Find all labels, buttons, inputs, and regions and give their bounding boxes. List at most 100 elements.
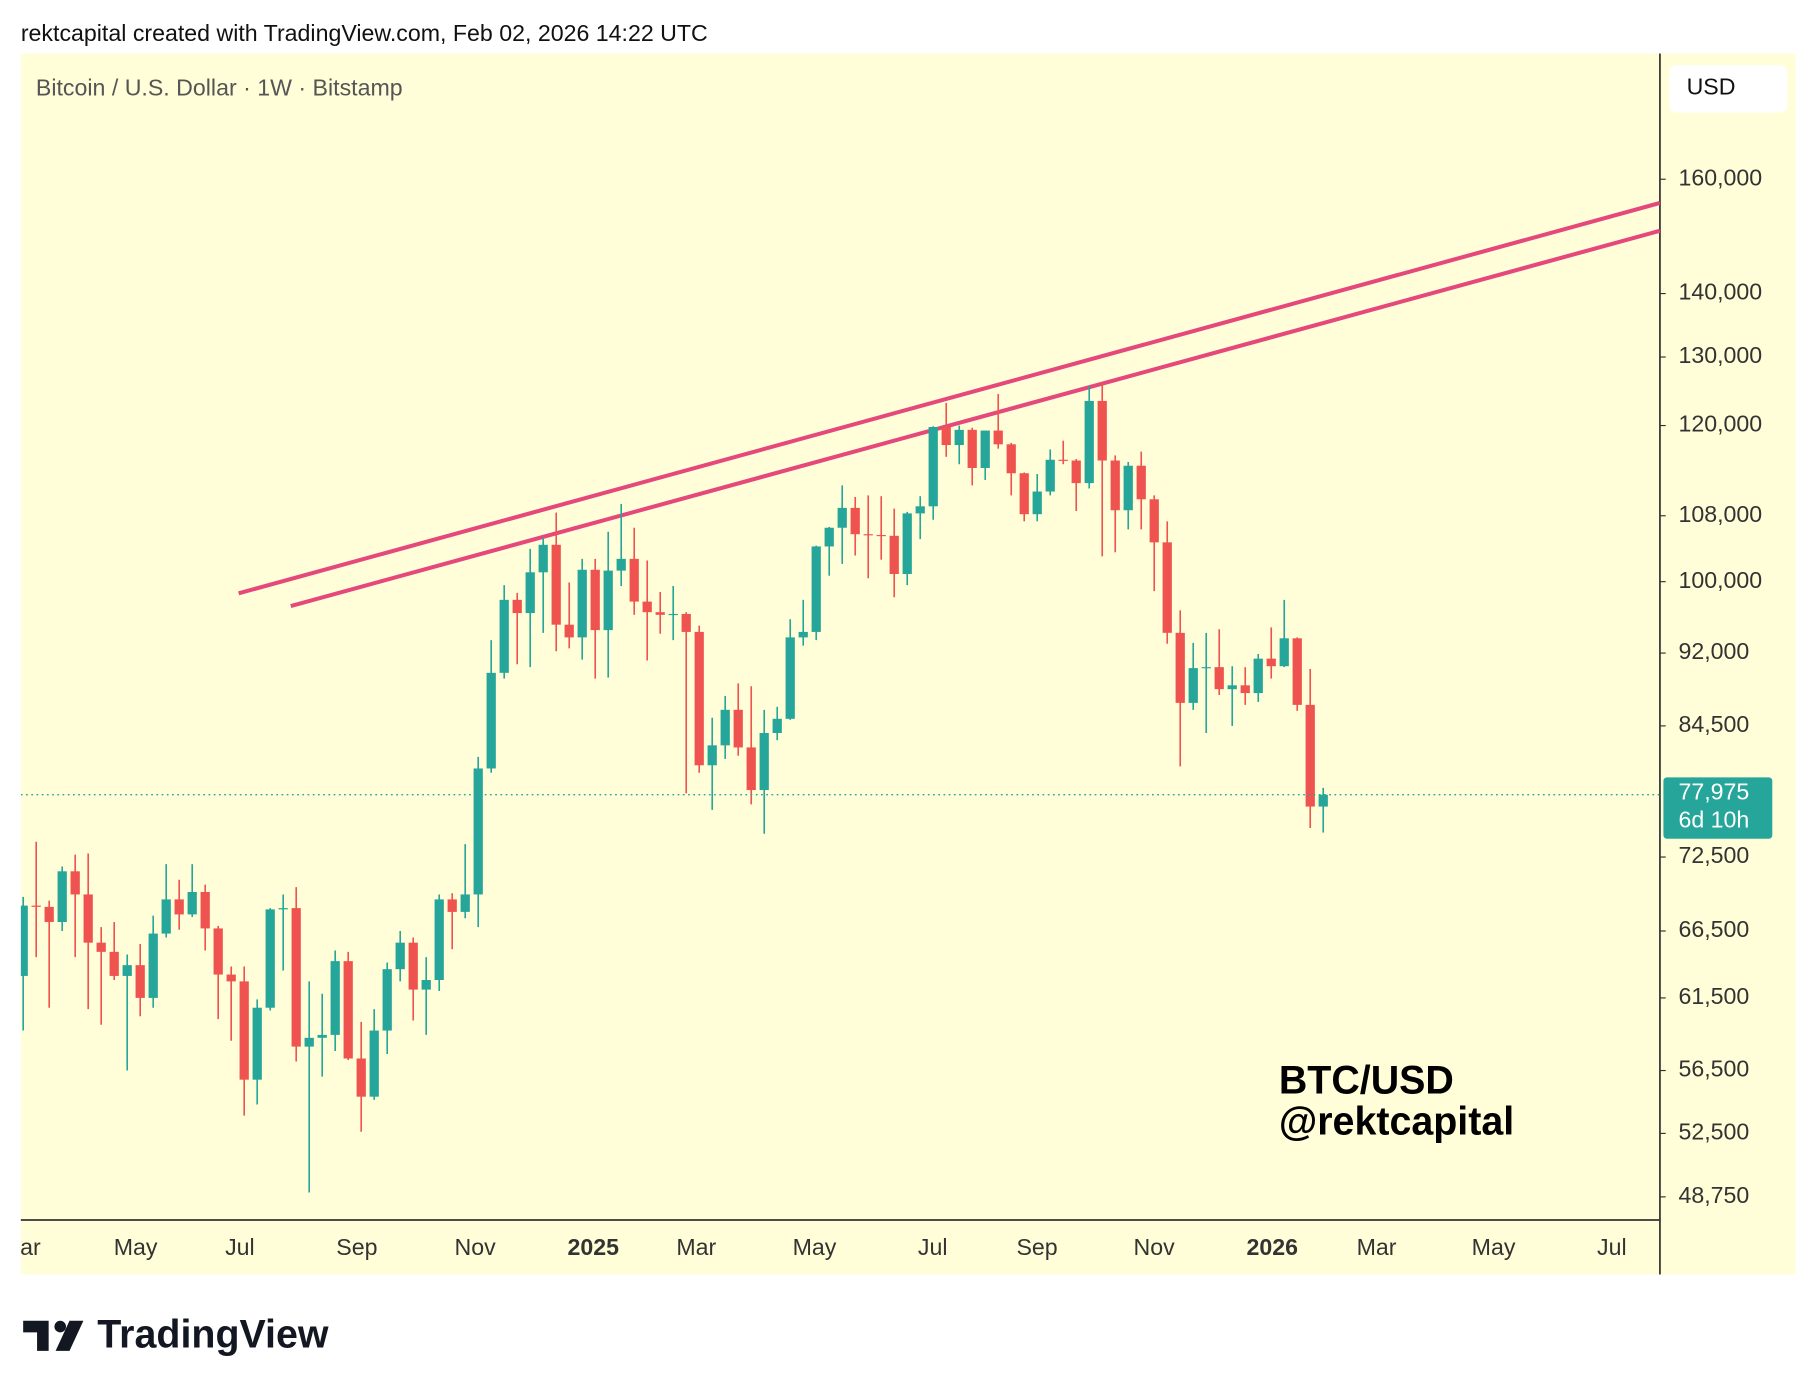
- y-tick-label: 56,500: [1678, 1056, 1749, 1082]
- trendline: [290, 228, 1660, 609]
- candle-body: [577, 569, 587, 638]
- candle-body: [226, 974, 236, 982]
- candle-body: [31, 905, 41, 907]
- candle-body: [564, 624, 574, 638]
- x-tick-label: Nov: [454, 1234, 496, 1260]
- candle-body: [83, 894, 93, 943]
- countdown-label: 6d 10h: [1678, 806, 1749, 832]
- logo-mark: [55, 1320, 84, 1351]
- x-tick-label: Jul: [1597, 1234, 1627, 1260]
- candle-body: [96, 942, 106, 952]
- candle-body: [304, 1037, 314, 1047]
- logo-mark: [54, 1320, 67, 1333]
- logo-mark: [23, 1320, 49, 1351]
- candle-body: [421, 980, 431, 990]
- candle-body: [1110, 460, 1120, 511]
- candle-body: [863, 534, 873, 536]
- candle-body: [1006, 444, 1016, 474]
- plot-area: [20, 201, 1660, 1193]
- candle-body: [1318, 794, 1328, 807]
- candle-body: [824, 527, 834, 547]
- candle-body: [798, 631, 808, 638]
- tradingview-logo: [23, 1320, 84, 1351]
- candle-body: [70, 871, 80, 895]
- candle-body: [408, 942, 418, 990]
- candle-body: [707, 745, 717, 766]
- candle-body: [1201, 667, 1211, 669]
- y-tick-label: 130,000: [1678, 342, 1762, 368]
- candle-body: [811, 546, 821, 632]
- y-tick-label: 72,500: [1678, 842, 1749, 868]
- trendline: [238, 201, 1660, 596]
- y-tick-label: 48,750: [1678, 1182, 1749, 1208]
- candle-body: [265, 909, 275, 1008]
- x-tick-label: Mar: [1357, 1234, 1397, 1260]
- candle-body: [876, 535, 886, 537]
- x-tick-label: Mar: [676, 1234, 716, 1260]
- watermark: @rektcapital: [1279, 1099, 1514, 1143]
- symbol-title: Bitcoin / U.S. Dollar · 1W · Bitstamp: [36, 75, 403, 101]
- candle-body: [902, 513, 912, 574]
- candle-body: [1305, 704, 1315, 807]
- candle-body: [1188, 668, 1198, 703]
- candle-body: [460, 894, 470, 912]
- candle-body: [1227, 685, 1237, 690]
- x-tick-label: May: [793, 1234, 837, 1260]
- candle-body: [44, 906, 54, 923]
- candle-body: [1071, 460, 1081, 484]
- candle-body: [161, 899, 171, 934]
- y-tick-label: 120,000: [1678, 411, 1762, 437]
- candle-body: [1279, 638, 1289, 667]
- y-tick-label: 100,000: [1678, 567, 1762, 593]
- candle-body: [343, 961, 353, 1059]
- attribution: rektcapital created with TradingView.com…: [21, 20, 708, 46]
- candle-body: [772, 718, 782, 734]
- candle-body: [1175, 632, 1185, 703]
- y-tick-label: 66,500: [1678, 916, 1749, 942]
- currency-button[interactable]: [1669, 65, 1788, 113]
- last-price-label: 77,975: [1678, 779, 1749, 805]
- candle-body: [1123, 465, 1133, 511]
- watermark: BTC/USD: [1279, 1059, 1454, 1103]
- x-tick-label: Nov: [1133, 1234, 1175, 1260]
- candle-body: [291, 908, 301, 1047]
- candle-body: [1045, 459, 1055, 492]
- candle-body: [148, 933, 158, 998]
- x-tick-label: Sep: [1016, 1234, 1057, 1260]
- candle-body: [109, 951, 119, 976]
- candle-body: [1240, 685, 1250, 694]
- candle-body: [1058, 459, 1068, 461]
- brand: TradingView: [97, 1312, 329, 1356]
- candle-body: [356, 1058, 366, 1097]
- candle-body: [655, 612, 665, 615]
- candle-body: [395, 942, 405, 970]
- candle-body: [551, 544, 561, 625]
- candle-body: [473, 768, 483, 895]
- candle-body: [239, 981, 249, 1080]
- candle-body: [590, 569, 600, 631]
- candle-body: [486, 672, 496, 769]
- x-tick-label: Mar: [1, 1234, 41, 1260]
- x-tick-label: May: [1472, 1234, 1516, 1260]
- candle-body: [967, 429, 977, 468]
- candle-body: [720, 709, 730, 746]
- chart-background: [20, 53, 1796, 1275]
- candle-body: [915, 506, 925, 514]
- candle-body: [252, 1007, 262, 1080]
- candle-body: [187, 891, 197, 915]
- candle-body: [1032, 491, 1042, 515]
- x-tick-label: 2025: [567, 1234, 619, 1260]
- candle-body: [1292, 638, 1302, 705]
- candle-body: [1214, 667, 1224, 690]
- candle-body: [538, 544, 548, 573]
- x-tick-label: Sep: [336, 1234, 377, 1260]
- candle-body: [837, 507, 847, 528]
- candle-body: [369, 1030, 379, 1097]
- candle-body: [993, 430, 1003, 445]
- y-tick-label: 61,500: [1678, 983, 1749, 1009]
- y-tick-label: 52,500: [1678, 1119, 1749, 1145]
- x-tick-label: 2026: [1247, 1234, 1299, 1260]
- candle-body: [603, 570, 613, 631]
- y-tick-label: 92,000: [1678, 638, 1749, 664]
- candle-body: [200, 891, 210, 929]
